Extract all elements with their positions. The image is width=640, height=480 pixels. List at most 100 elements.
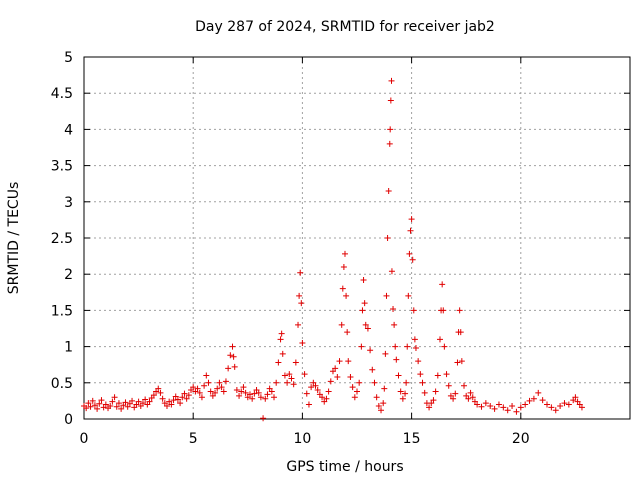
y-axis: 0 0.5 1 1.5 2 2.5 3 3.5 4 4.5 5	[51, 50, 630, 428]
data-point	[387, 97, 394, 104]
data-point	[417, 371, 424, 378]
data-point	[443, 371, 450, 378]
data-point	[305, 401, 312, 408]
data-point	[367, 347, 374, 354]
data-point	[539, 397, 546, 404]
data-point	[410, 307, 417, 314]
x-axis-title: GPS time / hours	[286, 459, 403, 475]
data-point	[397, 388, 404, 395]
data-point	[407, 227, 414, 234]
data-point	[513, 408, 520, 415]
data-point	[146, 398, 153, 405]
data-point	[434, 372, 441, 379]
data-point	[295, 321, 302, 328]
y-tick-label: 3.5	[51, 159, 73, 175]
data-point	[487, 402, 494, 409]
data-point	[249, 395, 256, 402]
y-tick-label: 4.5	[51, 86, 73, 102]
data-point	[157, 389, 164, 396]
data-point	[275, 359, 282, 366]
data-point	[292, 359, 299, 366]
data-point	[135, 398, 142, 405]
data-point	[185, 392, 192, 399]
data-point	[139, 400, 146, 407]
data-point	[227, 352, 234, 359]
data-point	[323, 395, 330, 402]
data-point	[458, 358, 465, 365]
data-point	[207, 388, 214, 395]
data-point	[359, 307, 366, 314]
data-point	[332, 365, 339, 372]
data-point	[85, 400, 92, 407]
data-point	[380, 400, 387, 407]
data-point	[572, 394, 579, 401]
data-point	[491, 405, 498, 412]
data-point	[415, 358, 422, 365]
data-point	[284, 379, 291, 386]
data-point	[194, 385, 201, 392]
data-point	[297, 269, 304, 276]
data-point	[517, 404, 524, 411]
data-point	[358, 343, 365, 350]
data-point	[381, 385, 388, 392]
data-point	[362, 321, 369, 328]
data-point	[405, 292, 412, 299]
data-point	[388, 77, 395, 84]
data-point	[409, 256, 416, 263]
data-point	[373, 394, 380, 401]
data-point	[530, 395, 537, 402]
data-point	[504, 407, 511, 414]
data-point	[155, 385, 162, 392]
data-point	[115, 400, 122, 407]
data-point	[426, 404, 433, 411]
data-point	[262, 395, 269, 402]
data-point	[264, 391, 271, 398]
data-point	[220, 388, 227, 395]
data-point	[500, 404, 507, 411]
y-tick-label: 1	[64, 340, 73, 356]
data-point	[478, 403, 485, 410]
data-point	[392, 343, 399, 350]
data-point	[277, 336, 284, 343]
data-point	[388, 268, 395, 275]
data-point	[375, 402, 382, 409]
data-point	[236, 392, 243, 399]
x-tick-label: 20	[512, 431, 530, 447]
data-point	[319, 394, 326, 401]
data-point	[159, 395, 166, 402]
data-point	[432, 388, 439, 395]
data-point	[196, 389, 203, 396]
data-point	[113, 403, 120, 410]
data-point	[339, 285, 346, 292]
data-point	[378, 407, 385, 414]
y-tick-label: 2	[64, 267, 73, 283]
data-point	[308, 384, 315, 391]
data-point	[341, 250, 348, 257]
data-point	[89, 397, 96, 404]
data-point	[225, 365, 232, 372]
data-point	[303, 390, 310, 397]
data-point	[383, 292, 390, 299]
data-point	[268, 388, 275, 395]
x-tick-label: 15	[403, 431, 421, 447]
data-point	[240, 384, 247, 391]
y-tick-label: 0	[64, 412, 73, 428]
data-point	[557, 402, 564, 409]
data-point	[578, 404, 585, 411]
data-point	[238, 388, 245, 395]
data-point	[231, 363, 238, 370]
data-point	[402, 390, 409, 397]
y-tick-label: 2.5	[51, 231, 73, 247]
data-point	[278, 330, 285, 337]
data-point	[336, 358, 343, 365]
data-point	[229, 343, 236, 350]
data-point	[495, 401, 502, 408]
data-point	[440, 307, 447, 314]
data-point	[142, 396, 149, 403]
data-point	[391, 321, 398, 328]
data-point	[273, 379, 280, 386]
data-point	[203, 372, 210, 379]
data-point	[279, 350, 286, 357]
data-point	[361, 300, 368, 307]
